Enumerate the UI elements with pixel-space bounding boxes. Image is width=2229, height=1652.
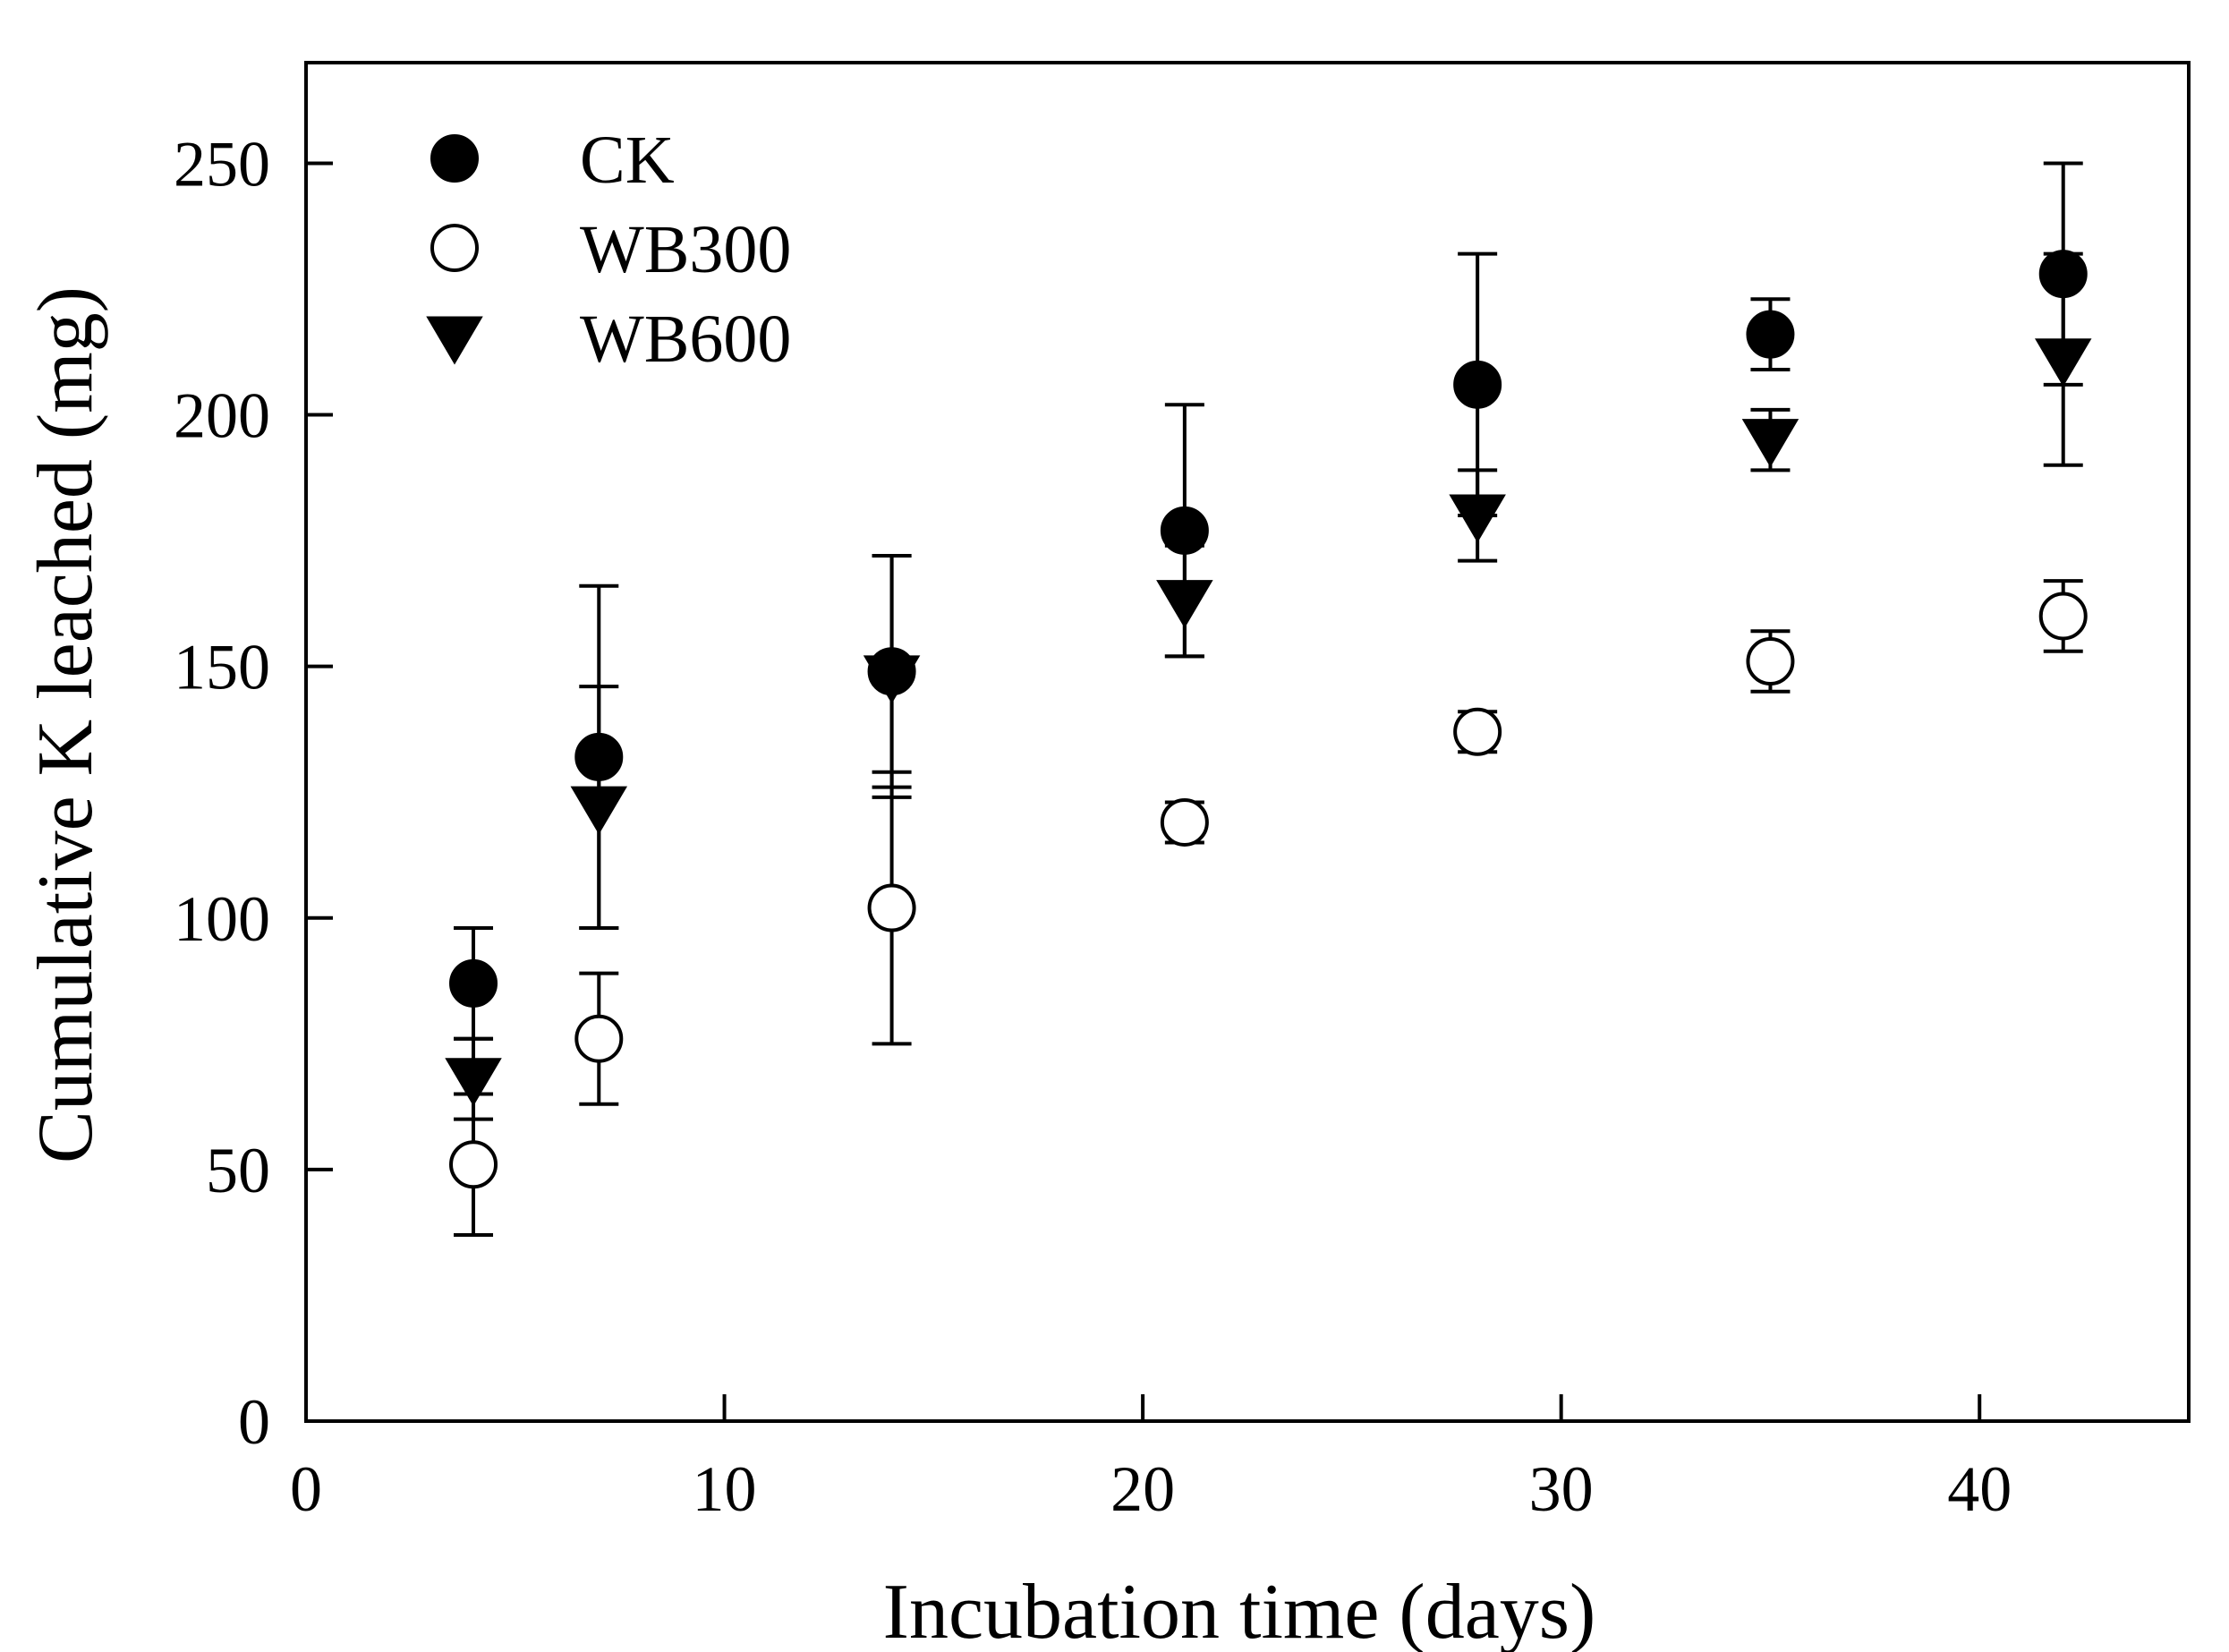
data-point bbox=[867, 647, 916, 696]
data-point bbox=[574, 732, 624, 781]
data-point bbox=[1746, 637, 1795, 686]
data-point bbox=[1453, 707, 1502, 756]
data-point bbox=[574, 1014, 624, 1063]
data-point bbox=[2034, 338, 2092, 387]
data-point bbox=[2038, 592, 2088, 641]
legend-marker bbox=[430, 134, 479, 183]
legend-label: CK bbox=[580, 123, 675, 198]
data-point bbox=[1160, 797, 1209, 847]
x-tick-label: 0 bbox=[290, 1453, 322, 1525]
y-tick-label: 100 bbox=[174, 883, 270, 955]
y-tick-label: 0 bbox=[238, 1386, 270, 1458]
y-tick-label: 50 bbox=[206, 1135, 270, 1206]
data-point bbox=[867, 883, 916, 932]
axes: 0 10 20 30 40 0 50 100 150 200 250 bbox=[174, 61, 2191, 1525]
data-point bbox=[2038, 250, 2088, 299]
data-point bbox=[1741, 419, 1799, 468]
x-tick-label: 30 bbox=[1529, 1453, 1594, 1525]
data-point bbox=[1160, 506, 1209, 555]
y-tick-label: 150 bbox=[174, 632, 270, 703]
y-axis-label: Cumulative K leached (mg) bbox=[22, 286, 109, 1163]
y-tick-label: 250 bbox=[174, 128, 270, 200]
x-tick-label: 40 bbox=[1947, 1453, 2012, 1525]
legend-marker bbox=[430, 224, 479, 272]
data-point bbox=[1156, 580, 1213, 629]
points-wb300 bbox=[449, 592, 2088, 1189]
x-axis-label: Incubation time (days) bbox=[883, 1569, 1596, 1652]
legend-label: WB600 bbox=[580, 302, 791, 377]
data-point bbox=[1449, 494, 1506, 543]
x-tick-label: 20 bbox=[1110, 1453, 1175, 1525]
x-tick-label: 10 bbox=[693, 1453, 757, 1525]
points-ck bbox=[449, 250, 2088, 1008]
legend: CK WB300 WB600 bbox=[426, 123, 791, 377]
data-point bbox=[1453, 360, 1502, 409]
plot-area bbox=[445, 161, 2092, 1237]
data-point bbox=[1746, 310, 1795, 359]
legend-label: WB300 bbox=[580, 212, 791, 287]
data-point bbox=[570, 786, 628, 835]
y-tick-label: 200 bbox=[174, 380, 270, 452]
data-point bbox=[445, 1058, 502, 1107]
legend-marker bbox=[426, 316, 483, 365]
data-point bbox=[449, 958, 498, 1008]
data-point bbox=[449, 1140, 498, 1189]
plot-frame bbox=[304, 61, 2191, 1423]
